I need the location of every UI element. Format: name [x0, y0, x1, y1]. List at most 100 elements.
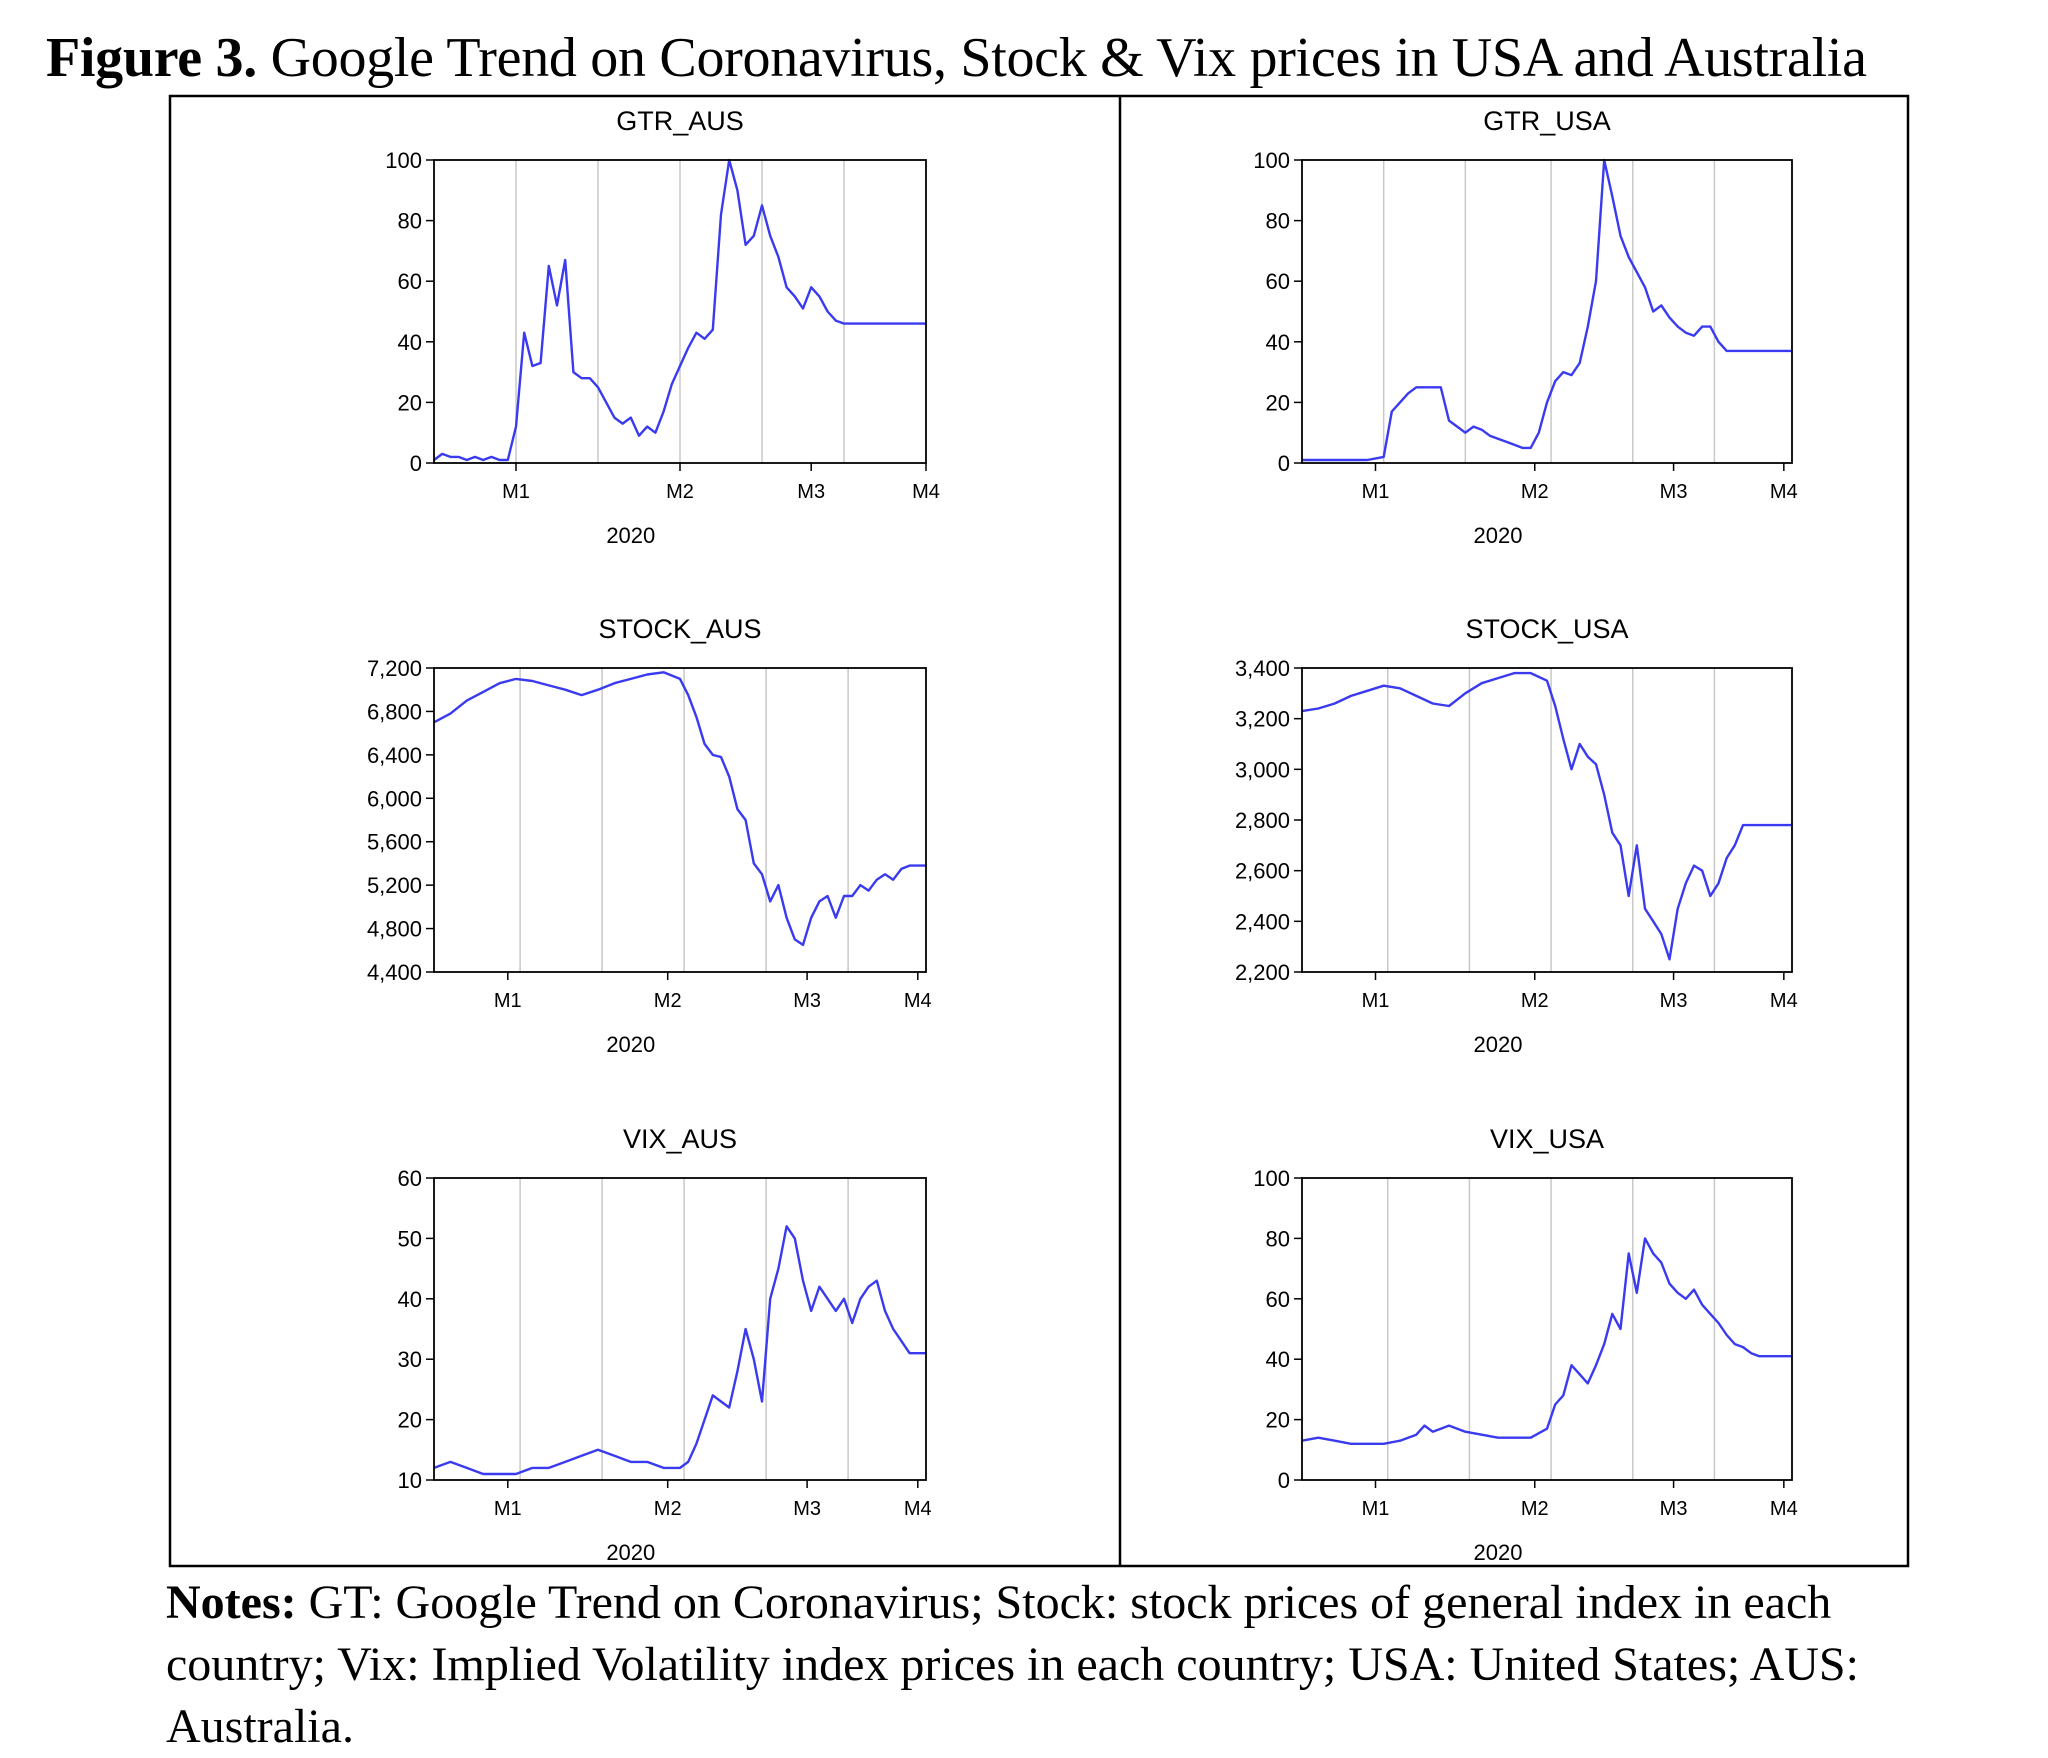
- stock_usa-plot-frame: [1301, 667, 1793, 973]
- gtr_aus-xtick-label-3: M4: [912, 481, 940, 503]
- gtr_usa-ytick-label-5: 100: [1253, 148, 1290, 173]
- vix_aus-title: VIX_AUS: [623, 1124, 737, 1154]
- gtr_usa-ytick-label-0: 0: [1278, 451, 1290, 476]
- gtr_usa-xtick-label-1: M2: [1521, 481, 1549, 503]
- stock_usa-ytick-label-0: 2,200: [1235, 960, 1290, 985]
- figure-title-text: Google Trend on Coronavirus, Stock & Vix…: [270, 27, 1867, 89]
- stock_aus-ytick-label-4: 6,000: [367, 786, 422, 811]
- gtr_usa-xtick-label-3: M4: [1770, 481, 1798, 503]
- stock_aus-xtick-label-2: M3: [793, 990, 821, 1012]
- gtr_aus-ytick-label-0: 0: [410, 451, 422, 476]
- stock_aus-xlabel: 2020: [606, 1032, 655, 1057]
- outer-frame: [168, 94, 1910, 1568]
- vix_aus-xtick-label-1: M2: [654, 1498, 682, 1520]
- stock_usa-ytick-label-6: 3,400: [1235, 656, 1290, 681]
- vix_aus-chart: VIX_AUS 10 20 30 40 50 60 M1 M2 M3 M4 2020: [398, 1124, 932, 1565]
- stock_usa-title: STOCK_USA: [1465, 614, 1628, 644]
- vix_aus-ytick-label-0: 10: [398, 1468, 422, 1493]
- gtr_usa-chart: GTR_USA 0 20 40 60 80 100 M1 M2 M3 M4 2020: [1253, 106, 1797, 548]
- stock_usa-xtick-label-2: M3: [1660, 990, 1688, 1012]
- vix_usa-chart: VIX_USA 0 20 40 60 80 100 M1 M2 M3 M4 2020: [1253, 1124, 1797, 1565]
- vix_aus-xlabel: 2020: [606, 1540, 655, 1565]
- vix_aus-plot-frame: [433, 1177, 927, 1481]
- gtr_aus-xtick-label-1: M2: [666, 481, 694, 503]
- notes-label: Notes:: [166, 1576, 297, 1629]
- gtr_usa-xtick-label-2: M3: [1660, 481, 1688, 503]
- figure-label: Figure 3.: [46, 27, 257, 89]
- gtr_usa-plot-frame: [1301, 159, 1793, 464]
- stock_usa-ytick-label-4: 3,000: [1235, 757, 1290, 782]
- gtr_usa-ytick-label-4: 80: [1266, 209, 1290, 234]
- vix_usa-ytick-label-3: 60: [1266, 1287, 1290, 1312]
- vix_aus-ytick-label-3: 40: [398, 1287, 422, 1312]
- stock_aus-title: STOCK_AUS: [598, 614, 761, 644]
- stock_aus-chart: STOCK_AUS 4,400 4,800 5,200 5,600 6,000 6,400 6…: [367, 614, 932, 1057]
- vix_usa-ytick-label-5: 100: [1253, 1166, 1290, 1191]
- gtr_aus-xtick-label-2: M3: [797, 481, 825, 503]
- stock_usa-ytick-label-3: 2,800: [1235, 808, 1290, 833]
- gtr_usa-ytick-label-3: 60: [1266, 269, 1290, 294]
- gtr_aus-xlabel: 2020: [606, 523, 655, 548]
- stock_aus-ytick-label-6: 6,800: [367, 699, 422, 724]
- stock_aus-ytick-label-3: 5,600: [367, 830, 422, 855]
- notes: Notes: GT: Google Trend on Coronavirus; …: [166, 1572, 1926, 1758]
- vix_usa-plot-frame: [1301, 1177, 1793, 1481]
- stock_aus-xtick-label-0: M1: [494, 990, 522, 1012]
- gtr_aus-title: GTR_AUS: [616, 106, 744, 136]
- vix_aus-xtick-label-0: M1: [494, 1498, 522, 1520]
- vix_aus-xtick-label-3: M4: [904, 1498, 932, 1520]
- stock_usa-xlabel: 2020: [1474, 1032, 1523, 1057]
- figure-title: Figure 3. Google Trend on Coronavirus, S…: [46, 26, 1867, 90]
- vix_aus-series-line: [433, 1225, 926, 1476]
- stock_usa-series-line: [1301, 671, 1792, 961]
- vix_usa-series-line: [1301, 1237, 1792, 1446]
- gtr_usa-series-line: [1302, 158, 1792, 462]
- vix_usa-ytick-label-4: 80: [1266, 1226, 1290, 1251]
- vix_usa-xtick-label-0: M1: [1362, 1498, 1390, 1520]
- vix_usa-ytick-label-0: 0: [1278, 1468, 1290, 1493]
- gtr_usa-ytick-label-2: 40: [1266, 330, 1290, 355]
- gtr_aus-ytick-label-1: 20: [398, 390, 422, 415]
- vix_usa-xtick-label-1: M2: [1521, 1498, 1549, 1520]
- gtr_aus-plot-frame: [433, 159, 927, 464]
- vix_usa-title: VIX_USA: [1490, 1124, 1604, 1154]
- gtr_aus-ytick-label-2: 40: [398, 330, 422, 355]
- gtr_aus-ytick-label-5: 100: [385, 148, 422, 173]
- gtr_aus-ytick-label-3: 60: [398, 269, 422, 294]
- gtr_usa-xtick-label-0: M1: [1362, 481, 1390, 503]
- stock_aus-xtick-label-1: M2: [654, 990, 682, 1012]
- notes-text: GT: Google Trend on Coronavirus; Stock: …: [166, 1576, 1859, 1753]
- gtr_usa-ytick-label-1: 20: [1266, 390, 1290, 415]
- vix_usa-ytick-label-1: 20: [1266, 1408, 1290, 1433]
- vix_usa-xtick-label-2: M3: [1660, 1498, 1688, 1520]
- stock_aus-ytick-label-1: 4,800: [367, 917, 422, 942]
- stock_aus-xtick-label-3: M4: [904, 990, 932, 1012]
- stock_aus-ytick-label-2: 5,200: [367, 873, 422, 898]
- vix_aus-ytick-label-2: 30: [398, 1347, 422, 1372]
- stock_usa-chart: STOCK_USA 2,200 2,400 2,600 2,800 3,000 3,200 3…: [1235, 614, 1798, 1057]
- stock_aus-ytick-label-5: 6,400: [367, 743, 422, 768]
- stock_aus-plot-frame: [433, 667, 927, 973]
- vix_usa-xlabel: 2020: [1474, 1540, 1523, 1565]
- stock_usa-ytick-label-5: 3,200: [1235, 707, 1290, 732]
- vix_aus-ytick-label-1: 20: [398, 1408, 422, 1433]
- vix_usa-ytick-label-2: 40: [1266, 1347, 1290, 1372]
- vix_aus-xtick-label-2: M3: [793, 1498, 821, 1520]
- vix_aus-ytick-label-5: 60: [398, 1166, 422, 1191]
- vix_usa-xtick-label-3: M4: [1770, 1498, 1798, 1520]
- gtr_aus-series-line: [433, 158, 926, 462]
- stock_aus-series-line: [433, 671, 926, 947]
- stock_usa-xtick-label-1: M2: [1521, 990, 1549, 1012]
- stock_usa-xtick-label-3: M4: [1770, 990, 1798, 1012]
- stock_usa-ytick-label-1: 2,400: [1235, 909, 1290, 934]
- gtr_aus-ytick-label-4: 80: [398, 209, 422, 234]
- vix_aus-ytick-label-4: 50: [398, 1226, 422, 1251]
- gtr_aus-xtick-label-0: M1: [502, 481, 530, 503]
- stock_usa-ytick-label-2: 2,600: [1235, 859, 1290, 884]
- gtr_aus-chart: GTR_AUS 0 20 40 60 80 100 M1 M2 M3 M4 2020: [385, 106, 940, 548]
- gtr_usa-title: GTR_USA: [1483, 106, 1611, 136]
- stock_aus-ytick-label-7: 7,200: [367, 656, 422, 681]
